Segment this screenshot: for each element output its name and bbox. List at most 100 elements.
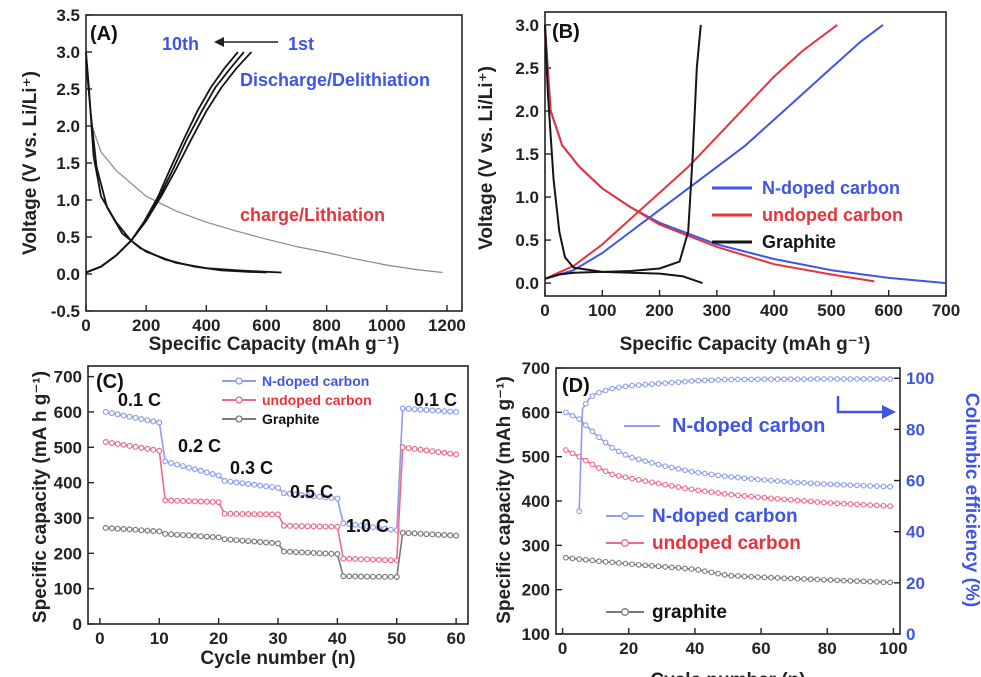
y-tick-label: 700 xyxy=(522,359,550,378)
data-point xyxy=(801,498,807,504)
data-point xyxy=(387,573,394,580)
data-point xyxy=(191,498,198,505)
capacity-line xyxy=(105,407,457,532)
data-point xyxy=(304,492,311,499)
data-point xyxy=(304,549,311,556)
data-point xyxy=(821,499,827,506)
data-point xyxy=(150,418,157,425)
legend-marker xyxy=(621,539,629,547)
data-point xyxy=(688,468,695,475)
data-point xyxy=(387,557,394,564)
x-tick-label: 20 xyxy=(209,629,228,648)
capacity-line xyxy=(578,378,894,512)
data-point xyxy=(447,450,454,457)
data-point xyxy=(801,376,807,382)
data-point xyxy=(768,574,774,581)
x-tick-label: 800 xyxy=(312,316,340,335)
x-tick-label: 300 xyxy=(703,301,731,320)
y-tick-label: 0 xyxy=(73,615,82,634)
data-point xyxy=(423,447,430,454)
data-point xyxy=(316,550,323,557)
legend-entry: N-doped carbon xyxy=(762,178,900,198)
data-point xyxy=(340,520,347,527)
rate-label: 0.1 C xyxy=(118,390,161,410)
data-point xyxy=(582,457,589,464)
data-point xyxy=(754,574,761,580)
y-axis-label: Specific capacity (mAh g⁻¹) xyxy=(494,376,515,624)
data-point xyxy=(741,573,748,580)
data-point xyxy=(834,577,841,584)
data-point xyxy=(251,511,258,518)
data-point xyxy=(642,458,649,464)
data-point xyxy=(352,573,359,580)
panel-b: 0 100 200 300 400 500 600 700 0.0 0.5 1.0 1.5 2.0 2.5… xyxy=(476,11,960,355)
data-point xyxy=(741,376,748,383)
data-point xyxy=(358,522,365,529)
data-point xyxy=(840,481,847,488)
data-point xyxy=(887,503,893,509)
data-point xyxy=(741,493,748,499)
data-point xyxy=(794,376,801,382)
data-point xyxy=(880,376,887,382)
y-tick-label: -0.5 xyxy=(51,302,80,321)
data-point xyxy=(582,400,589,407)
data-point xyxy=(126,413,133,420)
panel-label: (B) xyxy=(552,21,580,43)
data-point xyxy=(728,376,735,383)
data-point xyxy=(629,454,635,461)
data-point xyxy=(781,496,788,503)
data-point xyxy=(602,468,609,475)
data-point xyxy=(860,376,867,382)
panel-a: 0 200 400 600 800 1000 1200 -0.5 0.0 0.5 1.0 1.5 2.0… xyxy=(20,6,466,355)
data-point xyxy=(399,529,406,536)
data-point xyxy=(708,471,715,478)
data-point xyxy=(120,441,127,448)
data-point xyxy=(827,577,834,583)
data-point xyxy=(453,532,460,539)
data-point xyxy=(834,500,841,507)
data-point xyxy=(298,492,305,499)
legend-marker xyxy=(235,377,243,385)
y-tick-label: 1.5 xyxy=(56,154,80,173)
data-point xyxy=(286,522,293,529)
data-point xyxy=(582,556,589,563)
legend-entry: Graphite xyxy=(262,411,320,427)
data-point xyxy=(156,528,163,535)
legend-marker xyxy=(235,396,243,404)
data-point xyxy=(569,555,576,562)
data-point xyxy=(191,466,198,473)
data-point xyxy=(794,479,801,486)
x-tick-label: 100 xyxy=(588,301,616,320)
data-point xyxy=(807,376,814,382)
data-point xyxy=(322,494,329,501)
data-point xyxy=(847,376,854,382)
data-point xyxy=(233,479,240,486)
data-point xyxy=(688,486,695,493)
data-point xyxy=(615,472,622,479)
data-point xyxy=(596,558,602,565)
y-tick-label: 1.0 xyxy=(515,188,539,207)
data-point xyxy=(292,522,299,529)
x-tick-label: 1000 xyxy=(368,316,406,335)
data-point xyxy=(589,461,596,468)
data-point xyxy=(781,478,788,485)
x-tick-label: 700 xyxy=(932,301,960,320)
data-point xyxy=(602,558,609,565)
x-tick-label: 0 xyxy=(81,316,90,335)
y-tick-label: 600 xyxy=(54,403,82,422)
data-point xyxy=(609,385,616,392)
data-point xyxy=(340,555,347,562)
data-point xyxy=(642,562,649,569)
data-point xyxy=(682,378,688,385)
data-point xyxy=(655,563,662,570)
data-point xyxy=(162,530,169,537)
data-point xyxy=(275,484,282,491)
data-point xyxy=(453,451,460,458)
data-point xyxy=(715,377,721,383)
data-point xyxy=(814,480,821,487)
data-point xyxy=(602,387,609,394)
data-point xyxy=(150,446,157,453)
voltage-curve xyxy=(85,51,443,274)
data-point xyxy=(370,524,377,531)
